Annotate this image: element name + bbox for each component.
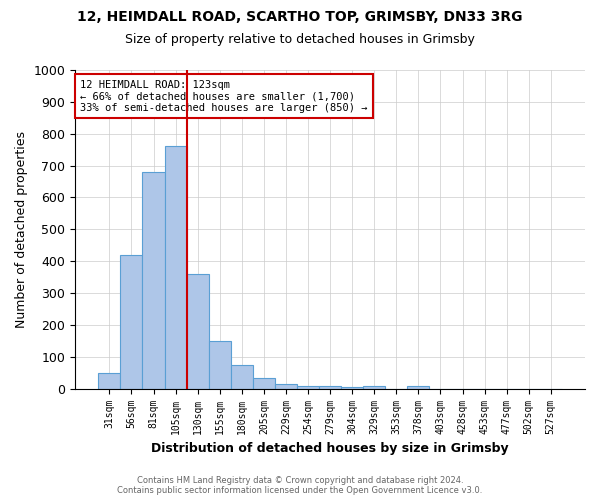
Bar (121, 255, 142, 388)
Bar (142, 172, 164, 388)
Bar (407, 386, 430, 388)
Y-axis label: Number of detached properties: Number of detached properties (15, 131, 28, 328)
Bar (253, 378, 275, 388)
Bar (275, 384, 297, 388)
Bar (341, 387, 363, 388)
Bar (209, 341, 231, 388)
Text: Contains HM Land Registry data © Crown copyright and database right 2024.
Contai: Contains HM Land Registry data © Crown c… (118, 476, 482, 495)
Bar (187, 274, 209, 388)
Text: Size of property relative to detached houses in Grimsby: Size of property relative to detached ho… (125, 32, 475, 46)
Bar (363, 386, 385, 388)
Text: 12 HEIMDALL ROAD: 123sqm
← 66% of detached houses are smaller (1,700)
33% of sem: 12 HEIMDALL ROAD: 123sqm ← 66% of detach… (80, 80, 368, 113)
Text: 12, HEIMDALL ROAD, SCARTHO TOP, GRIMSBY, DN33 3RG: 12, HEIMDALL ROAD, SCARTHO TOP, GRIMSBY,… (77, 10, 523, 24)
Bar (98, 373, 121, 388)
X-axis label: Distribution of detached houses by size in Grimsby: Distribution of detached houses by size … (151, 442, 509, 455)
Bar (164, 146, 187, 388)
Bar (297, 386, 319, 388)
Bar (319, 386, 341, 388)
Bar (231, 365, 253, 388)
